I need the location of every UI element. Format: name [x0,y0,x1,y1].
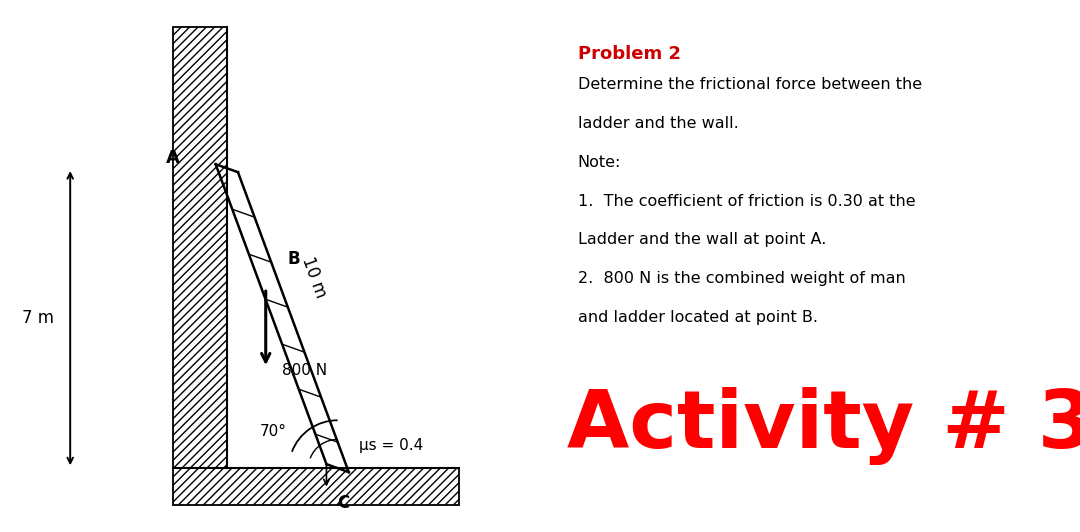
Text: 70°: 70° [259,424,286,439]
Text: A: A [166,149,179,167]
Text: 10 m: 10 m [298,254,330,300]
Text: Determine the frictional force between the: Determine the frictional force between t… [578,77,922,92]
Text: Ladder and the wall at point A.: Ladder and the wall at point A. [578,232,826,247]
Text: ladder and the wall.: ladder and the wall. [578,116,739,131]
Text: and ladder located at point B.: and ladder located at point B. [578,310,818,325]
Text: 800 N: 800 N [282,363,327,378]
Bar [173,27,227,468]
Text: Note:: Note: [578,155,621,170]
Text: 7 m: 7 m [22,309,54,327]
Text: Problem 2: Problem 2 [578,45,680,63]
Text: 2.  800 N is the combined weight of man: 2. 800 N is the combined weight of man [578,271,905,286]
Text: Activity # 3: Activity # 3 [567,387,1080,464]
Text: C: C [337,494,349,512]
Text: B: B [287,250,300,268]
Text: 1.  The coefficient of friction is 0.30 at the: 1. The coefficient of friction is 0.30 a… [578,194,916,209]
Text: μs = 0.4: μs = 0.4 [360,437,423,453]
Bar [173,468,459,505]
